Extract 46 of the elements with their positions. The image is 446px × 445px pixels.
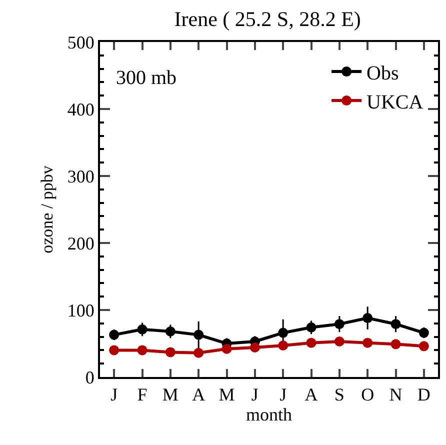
point bbox=[278, 328, 288, 338]
point bbox=[418, 328, 429, 338]
x-tick-label: D bbox=[417, 384, 430, 405]
y-tick-label: 500 bbox=[67, 32, 94, 52]
x-tick-label: J bbox=[280, 384, 287, 405]
point bbox=[334, 319, 344, 330]
annotation: 300 mb bbox=[116, 67, 177, 89]
x-tick-label: J bbox=[251, 384, 258, 405]
legend-label: Obs bbox=[366, 62, 399, 84]
point bbox=[250, 342, 260, 353]
point bbox=[137, 345, 148, 356]
y-tick-label: 300 bbox=[67, 166, 94, 186]
x-tick-label: A bbox=[192, 384, 206, 405]
y-tick-label: 100 bbox=[67, 300, 94, 320]
point bbox=[418, 341, 429, 352]
x-tick-label: O bbox=[361, 384, 374, 405]
x-axis-title: month bbox=[246, 404, 292, 425]
x-tick-label: F bbox=[137, 384, 148, 405]
point bbox=[390, 319, 401, 330]
x-tick-label: M bbox=[218, 384, 235, 405]
x-tick-label: M bbox=[162, 384, 178, 405]
chart-title: Irene ( 25.2 S, 28.2 E) bbox=[174, 6, 361, 31]
point bbox=[278, 340, 288, 351]
y-tick-label: 0 bbox=[85, 367, 94, 388]
legend-label: UKCA bbox=[366, 91, 424, 114]
point bbox=[334, 336, 344, 346]
point bbox=[165, 347, 176, 358]
x-tick-label: A bbox=[304, 384, 318, 405]
point bbox=[306, 322, 316, 332]
point bbox=[362, 338, 373, 348]
y-axis-title: ozone / ppbv bbox=[37, 165, 56, 254]
point bbox=[194, 348, 204, 358]
point bbox=[109, 330, 120, 340]
y-tick-label: 400 bbox=[67, 99, 94, 120]
point bbox=[390, 339, 401, 350]
y-tick-label: 200 bbox=[67, 233, 94, 254]
point bbox=[222, 344, 232, 354]
point bbox=[194, 330, 204, 340]
point bbox=[362, 313, 373, 324]
x-tick-label: S bbox=[334, 384, 344, 405]
x-tick-label: J bbox=[110, 384, 118, 405]
point bbox=[109, 345, 120, 356]
point bbox=[306, 338, 316, 348]
point bbox=[165, 326, 176, 336]
point bbox=[137, 324, 148, 334]
x-tick-label: N bbox=[389, 384, 402, 405]
